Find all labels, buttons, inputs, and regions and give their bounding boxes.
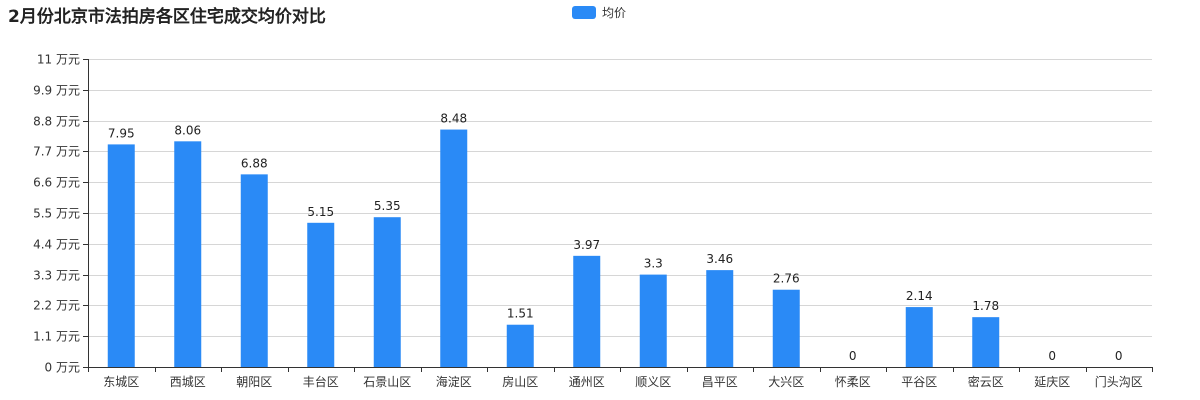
- bar[interactable]: [772, 289, 800, 367]
- bar-value-label: 0: [1115, 349, 1123, 363]
- bar[interactable]: [706, 270, 734, 367]
- bar-value-label: 2.76: [773, 272, 800, 286]
- bar-value-label: 3.97: [573, 238, 600, 252]
- legend[interactable]: 均价: [572, 4, 626, 21]
- bar-value-label: 3.3: [644, 257, 663, 271]
- bar[interactable]: [506, 324, 534, 367]
- bar-value-label: 8.48: [440, 112, 467, 126]
- bar-value-label: 2.14: [906, 289, 933, 303]
- x-tick-label: 房山区: [502, 374, 538, 389]
- y-tick-label: 4.4 万元: [33, 238, 80, 252]
- bar-value-label: 7.95: [108, 126, 135, 140]
- bar[interactable]: [307, 222, 335, 367]
- x-tick-label: 西城区: [170, 375, 206, 389]
- y-tick-label: 6.6 万元: [33, 176, 80, 190]
- x-tick-label: 石景山区: [363, 375, 411, 389]
- bar[interactable]: [174, 141, 202, 367]
- bar-value-label: 5.35: [374, 199, 401, 213]
- x-tick-label: 大兴区: [768, 375, 804, 389]
- y-tick-label: 2.2 万元: [33, 299, 80, 313]
- bar-value-label: 6.88: [241, 156, 268, 170]
- y-tick-label: 5.5 万元: [33, 207, 80, 221]
- bar-value-label: 8.06: [174, 123, 201, 137]
- bar-value-label: 1.51: [507, 307, 534, 321]
- bar[interactable]: [240, 174, 268, 367]
- bar-value-label: 5.15: [307, 205, 334, 219]
- bar[interactable]: [905, 307, 933, 367]
- x-tick-label: 朝阳区: [236, 375, 272, 389]
- x-tick-label: 怀柔区: [835, 375, 871, 389]
- y-tick-label: 8.8 万元: [33, 115, 80, 129]
- x-tick-label: 东城区: [103, 375, 139, 389]
- legend-swatch: [572, 6, 596, 19]
- y-tick-label: 7.7 万元: [33, 145, 80, 159]
- bar[interactable]: [107, 144, 135, 367]
- bar[interactable]: [972, 317, 1000, 367]
- axes: 0 万元 1.1 万元 2.2 万元 3.3 万元 4.4 万元 5.5 万元 6.6 万元…: [33, 53, 1153, 389]
- chart-title: 2月份北京市法拍房各区住宅成交均价对比: [8, 7, 326, 27]
- x-tick-label: 延庆区: [1034, 375, 1070, 389]
- legend-label: 均价: [602, 6, 627, 20]
- x-tick-label: 海淀区: [436, 374, 472, 389]
- bar[interactable]: [440, 129, 468, 367]
- x-tick-label: 昌平区: [702, 375, 738, 389]
- y-tick-label: 9.9 万元: [33, 84, 80, 98]
- x-tick-label: 丰台区: [303, 374, 339, 389]
- bar-value-label: 3.46: [706, 252, 733, 266]
- bar[interactable]: [639, 274, 667, 367]
- bar[interactable]: [373, 217, 401, 367]
- x-tick-label: 平谷区: [901, 375, 937, 389]
- x-tick-label: 密云区: [968, 374, 1004, 389]
- y-tick-label: 0 万元: [45, 361, 80, 375]
- x-tick-label: 顺义区: [635, 375, 671, 389]
- y-tick-label: 11 万元: [37, 53, 80, 67]
- x-tick-label: 门头沟区: [1095, 374, 1143, 389]
- data-labels: 7.95 8.06 6.88 5.15 5.35 8.48 1.51 3.97 3.3 3.46 2…: [108, 112, 1123, 363]
- bar-value-label: 1.78: [972, 299, 999, 313]
- bar-value-label: 0: [1048, 349, 1056, 363]
- bar-value-label: 0: [849, 349, 857, 363]
- y-tick-label: 3.3 万元: [33, 269, 80, 283]
- y-tick-label: 1.1 万元: [33, 330, 80, 344]
- bars: [107, 129, 1000, 367]
- x-tick-label: 通州区: [569, 375, 605, 389]
- bar[interactable]: [573, 255, 601, 367]
